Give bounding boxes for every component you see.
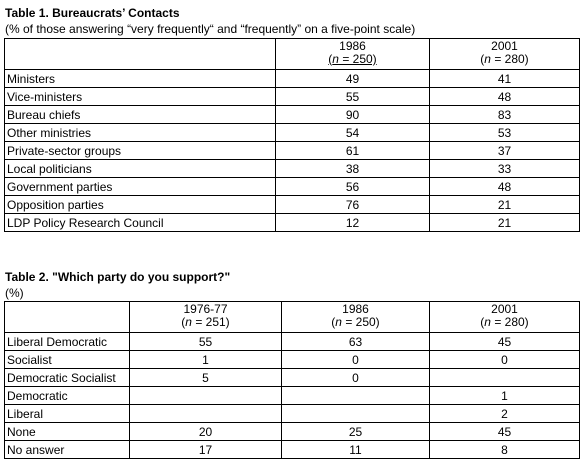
table-cell: 17 bbox=[129, 440, 282, 459]
table2-col-n: (n = 251) bbox=[181, 315, 230, 329]
table-row: Liberal 2 bbox=[4, 404, 580, 423]
table2-col-n: (n = 250) bbox=[331, 315, 380, 329]
table-cell: 1 bbox=[429, 386, 580, 405]
table-cell: 12 bbox=[275, 213, 430, 232]
table-row: Socialist 1 0 0 bbox=[4, 350, 580, 369]
table-cell: 2 bbox=[429, 404, 580, 423]
row-label: Local politicians bbox=[4, 159, 276, 178]
table-cell: 0 bbox=[429, 350, 580, 369]
table-cell bbox=[429, 368, 580, 387]
table1-col-year: 1986 bbox=[339, 39, 366, 53]
table-row: Government parties 56 48 bbox=[4, 177, 580, 196]
table2-col-year: 1986 bbox=[342, 302, 369, 316]
table-cell: 37 bbox=[429, 141, 580, 160]
row-label: Government parties bbox=[4, 177, 276, 196]
table-row: Ministers 49 41 bbox=[4, 69, 580, 88]
row-label: Democratic Socialist bbox=[4, 368, 130, 387]
table-cell: 33 bbox=[429, 159, 580, 178]
row-label: None bbox=[4, 422, 130, 441]
row-label: Democratic bbox=[4, 386, 130, 405]
row-label: Liberal Democratic bbox=[4, 332, 130, 351]
row-label: Opposition parties bbox=[4, 195, 276, 214]
table-cell: 55 bbox=[275, 87, 430, 106]
table1-col-1986: 1986 (n = 250) bbox=[275, 38, 430, 70]
table2-col-1986: 1986 (n = 250) bbox=[281, 301, 430, 333]
table-cell: 21 bbox=[429, 195, 580, 214]
table-cell: 21 bbox=[429, 213, 580, 232]
table2: 1976-77 (n = 251) 1986 (n = 250) 2001 (n… bbox=[4, 301, 580, 459]
table-cell: 38 bbox=[275, 159, 430, 178]
row-label: LDP Policy Research Council bbox=[4, 213, 276, 232]
table1-col-n: (n = 250) bbox=[328, 52, 377, 66]
table-cell: 1 bbox=[129, 350, 282, 369]
table-cell: 0 bbox=[281, 368, 430, 387]
table-row: Private-sector groups 61 37 bbox=[4, 141, 580, 160]
table-cell: 8 bbox=[429, 440, 580, 459]
table2-col-1976: 1976-77 (n = 251) bbox=[129, 301, 282, 333]
table-cell bbox=[281, 404, 430, 423]
table-cell: 0 bbox=[281, 350, 430, 369]
table-row: LDP Policy Research Council 12 21 bbox=[4, 213, 580, 232]
table-row: Democratic 1 bbox=[4, 386, 580, 405]
table-cell: 5 bbox=[129, 368, 282, 387]
row-label: No answer bbox=[4, 440, 130, 459]
table-cell: 56 bbox=[275, 177, 430, 196]
table-cell bbox=[281, 386, 430, 405]
table2-col-year: 1976-77 bbox=[183, 302, 228, 316]
table2-title: Table 2. "Which party do you support?" bbox=[5, 270, 231, 284]
row-label: Bureau chiefs bbox=[4, 105, 276, 124]
table1-col-2001: 2001 (n = 280) bbox=[429, 38, 580, 70]
table-row: Opposition parties 76 21 bbox=[4, 195, 580, 214]
table-cell: 55 bbox=[129, 332, 282, 351]
table-row: No answer 17 11 8 bbox=[4, 440, 580, 459]
table1-corner-cell bbox=[4, 38, 276, 70]
table2-header-row: 1976-77 (n = 251) 1986 (n = 250) 2001 (n… bbox=[4, 301, 580, 333]
table1-title: Table 1. Bureaucrats’ Contacts bbox=[5, 6, 180, 20]
table1-col-n: (n = 280) bbox=[480, 52, 529, 66]
table-cell: 45 bbox=[429, 422, 580, 441]
table2-corner-cell bbox=[4, 301, 130, 333]
table-row: Democratic Socialist 5 0 bbox=[4, 368, 580, 387]
row-label: Private-sector groups bbox=[4, 141, 276, 160]
table-cell: 20 bbox=[129, 422, 282, 441]
table2-col-2001: 2001 (n = 280) bbox=[429, 301, 580, 333]
table2-col-year: 2001 bbox=[491, 302, 518, 316]
table-cell: 83 bbox=[429, 105, 580, 124]
table1-col-year: 2001 bbox=[491, 39, 518, 53]
table1: 1986 (n = 250) 2001 (n = 280) Ministers 4… bbox=[4, 38, 580, 232]
table-cell bbox=[129, 386, 282, 405]
table-row: Other ministries 54 53 bbox=[4, 123, 580, 142]
table-row: None 20 25 45 bbox=[4, 422, 580, 441]
table-cell: 41 bbox=[429, 69, 580, 88]
table2-subtitle: (%) bbox=[5, 286, 24, 300]
row-label: Ministers bbox=[4, 69, 276, 88]
table-cell: 61 bbox=[275, 141, 430, 160]
table-cell: 25 bbox=[281, 422, 430, 441]
row-label: Socialist bbox=[4, 350, 130, 369]
table-row: Vice-ministers 55 48 bbox=[4, 87, 580, 106]
table1-header-row: 1986 (n = 250) 2001 (n = 280) bbox=[4, 38, 580, 70]
table-cell: 54 bbox=[275, 123, 430, 142]
table-cell: 90 bbox=[275, 105, 430, 124]
table-cell: 63 bbox=[281, 332, 430, 351]
table-cell: 45 bbox=[429, 332, 580, 351]
table-row: Liberal Democratic 55 63 45 bbox=[4, 332, 580, 351]
table-cell: 48 bbox=[429, 177, 580, 196]
table1-subtitle: (% of those answering “very frequently“ … bbox=[5, 22, 416, 36]
table-row: Local politicians 38 33 bbox=[4, 159, 580, 178]
row-label: Liberal bbox=[4, 404, 130, 423]
row-label: Vice-ministers bbox=[4, 87, 276, 106]
row-label: Other ministries bbox=[4, 123, 276, 142]
table-cell: 48 bbox=[429, 87, 580, 106]
table-cell bbox=[129, 404, 282, 423]
table-cell: 76 bbox=[275, 195, 430, 214]
table-cell: 53 bbox=[429, 123, 580, 142]
table-cell: 49 bbox=[275, 69, 430, 88]
table2-col-n: (n = 280) bbox=[480, 315, 529, 329]
table-row: Bureau chiefs 90 83 bbox=[4, 105, 580, 124]
table-cell: 11 bbox=[281, 440, 430, 459]
